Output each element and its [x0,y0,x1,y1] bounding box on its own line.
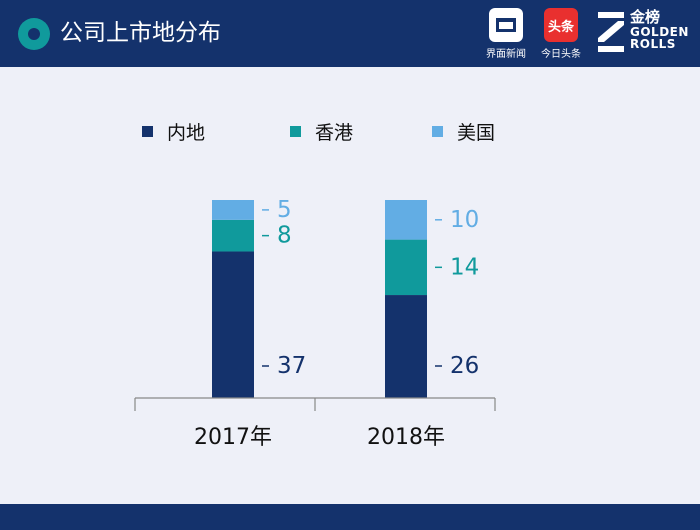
header-bar: 公司上市地分布 界面新闻 头条 今日头条 金榜 GOLDEN ROLLS [0,0,700,67]
chart-legend: 内地 香港 美国 [0,118,700,148]
bar-mainland-1 [385,295,427,398]
golden-rolls-logo-icon [598,12,624,52]
legend-swatch-hongkong [290,126,301,137]
category-label-0: 2017年 [194,425,272,450]
value-label-usa-0: 5 [277,197,292,223]
jiemian-logo[interactable]: 界面新闻 [484,8,528,60]
toutiao-logo-caption: 今日头条 [541,49,581,60]
bar-usa-0 [212,200,254,220]
jiemian-logo-caption: 界面新闻 [486,49,526,60]
golden-rolls-name-en-1: GOLDEN [630,24,689,39]
golden-rolls-logo[interactable]: 金榜 GOLDEN ROLLS [630,8,689,52]
category-label-1: 2018年 [367,425,445,450]
page-title: 公司上市地分布 [60,20,221,46]
value-label-mainland-1: 26 [450,353,479,379]
legend-swatch-usa [432,126,443,137]
jiemian-logo-icon [489,8,523,42]
bar-hongkong-0 [212,219,254,252]
legend-item-hongkong: 香港 [290,118,353,145]
stacked-bar-chart: 37 85 2017年 26 14 10 2018年 [134,197,496,450]
legend-item-usa: 美国 [432,118,495,145]
golden-rolls-name-en-2: ROLLS [630,37,676,52]
value-label-hongkong-0: 8 [277,223,292,249]
value-label-hongkong-1: 14 [450,254,479,280]
bar-mainland-0 [212,251,254,398]
toutiao-logo-text: 头条 [547,19,574,35]
bar-hongkong-1 [385,239,427,296]
legend-label-usa: 美国 [457,122,496,144]
legend-label-hongkong: 香港 [315,122,354,144]
bar-usa-1 [385,200,427,240]
legend-swatch-mainland [142,126,153,137]
value-label-usa-1: 10 [450,207,479,233]
footer-bar [0,504,700,530]
value-label-mainland-0: 37 [277,353,306,379]
legend-label-mainland: 内地 [167,122,206,144]
title-circle-icon [18,18,50,50]
toutiao-logo[interactable]: 头条 今日头条 [538,8,584,60]
toutiao-logo-icon: 头条 [544,8,578,42]
legend-item-mainland: 内地 [142,118,205,145]
golden-rolls-name-cn: 金榜 [630,8,661,26]
